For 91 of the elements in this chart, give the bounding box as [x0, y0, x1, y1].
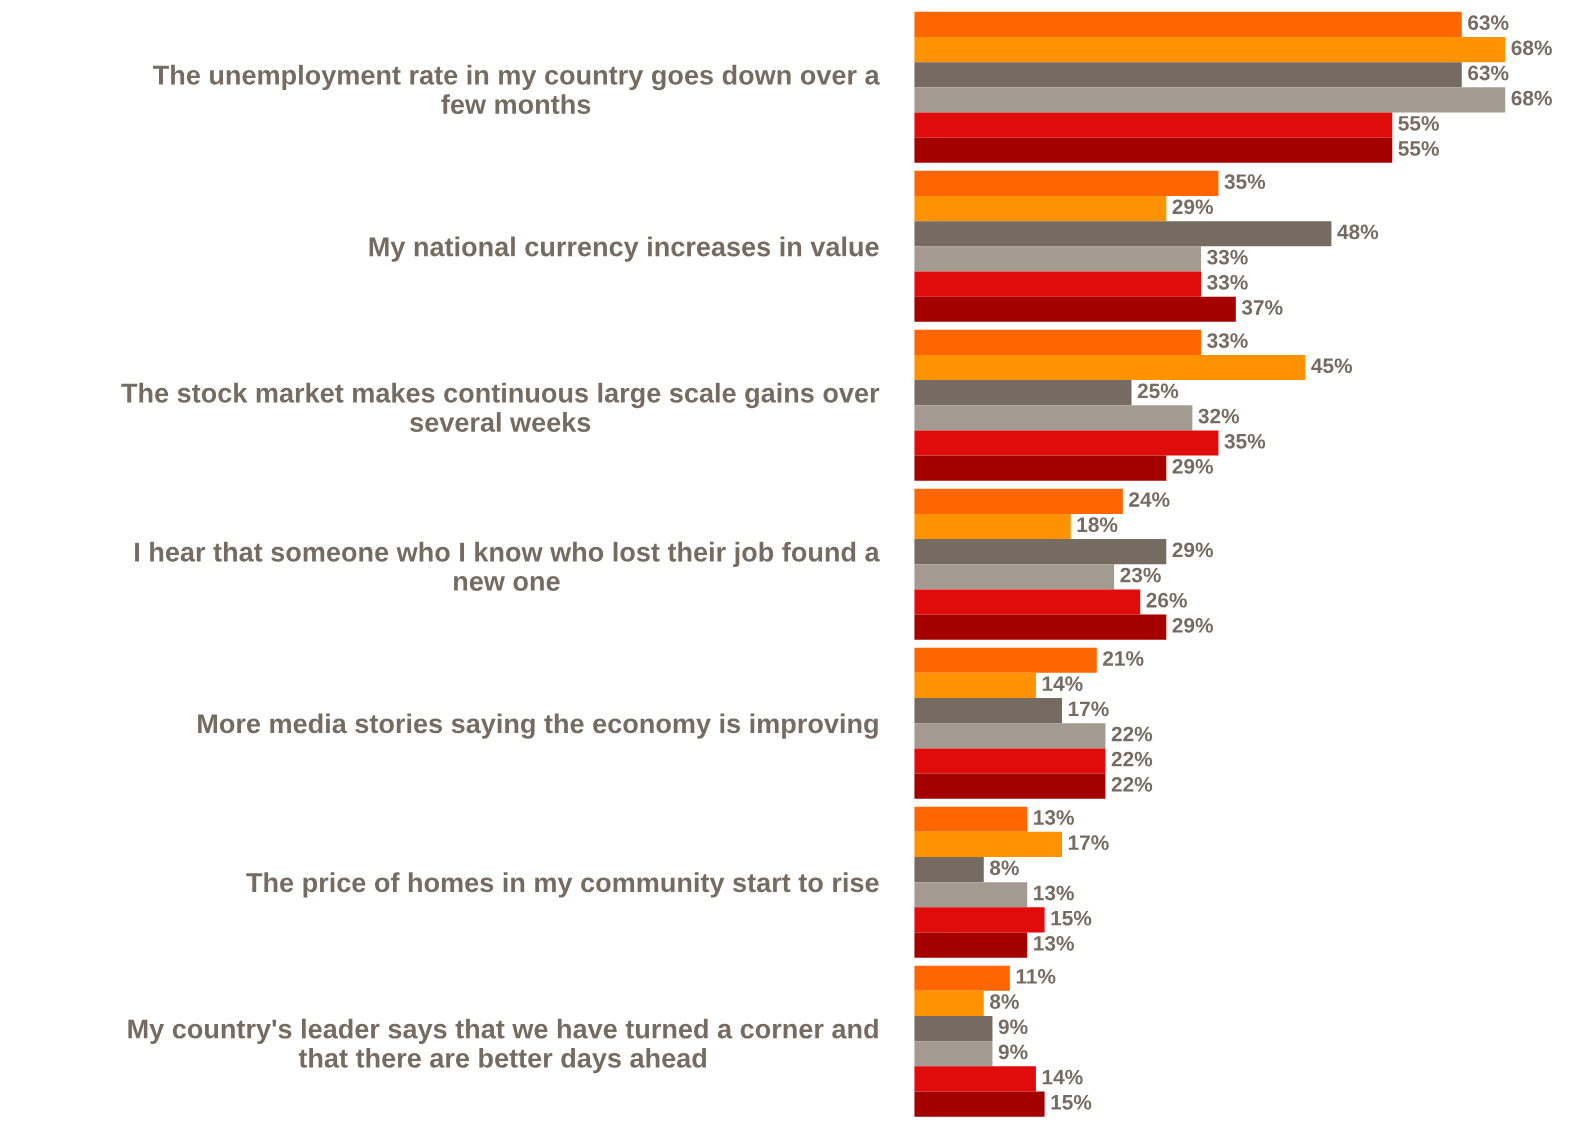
bar [914, 831, 1062, 858]
bar [914, 246, 1202, 272]
data-label: 33% [1207, 333, 1248, 348]
data-label: 35% [1224, 433, 1266, 449]
bar [914, 1091, 1045, 1117]
bar [914, 87, 1506, 113]
bar [914, 221, 1332, 247]
bar [914, 170, 1219, 196]
y-tick-label: The unemployment rate in my country goes down over a few months [153, 64, 880, 115]
bar [914, 748, 1106, 774]
data-label: 55% [1398, 141, 1439, 156]
bar [914, 11, 1462, 38]
data-label: 13% [1034, 885, 1074, 901]
data-label: 23% [1120, 567, 1161, 583]
data-label: 25% [1137, 383, 1179, 399]
bar [914, 112, 1393, 138]
data-label: 22% [1111, 726, 1153, 742]
bar [914, 430, 1219, 456]
data-label: 29% [1172, 459, 1213, 474]
bar [914, 296, 1236, 322]
y-tick-label: My national currency increases in value [369, 236, 879, 262]
data-label: 48% [1337, 224, 1379, 240]
data-label: 63% [1468, 65, 1509, 81]
data-label: 17% [1068, 835, 1109, 850]
data-label: 15% [1051, 910, 1092, 926]
bar [914, 564, 1115, 590]
data-label: 17% [1068, 701, 1109, 717]
bar [914, 488, 1123, 514]
bar [914, 62, 1462, 88]
bar [914, 271, 1202, 297]
data-label: 24% [1129, 492, 1170, 507]
bar [914, 1041, 993, 1067]
data-label: 35% [1224, 174, 1266, 190]
bar [914, 539, 1167, 565]
data-label: 68% [1511, 40, 1552, 56]
bar [914, 329, 1202, 355]
data-label: 32% [1198, 408, 1240, 424]
bar [914, 857, 984, 883]
bar [914, 354, 1306, 381]
data-label: 29% [1172, 542, 1213, 558]
bar [914, 589, 1141, 615]
data-label: 68% [1511, 90, 1552, 106]
data-label: 9% [998, 1019, 1028, 1035]
bar [914, 37, 1506, 63]
bar [914, 614, 1167, 640]
bar [914, 723, 1106, 749]
data-label: 22% [1111, 751, 1153, 767]
data-label: 33% [1207, 274, 1248, 290]
bar [914, 647, 1097, 673]
bar [914, 137, 1393, 163]
bar [914, 907, 1045, 933]
data-label: 18% [1077, 517, 1118, 533]
y-tick-label: The stock market makes continuous large scale gains over several weeks [121, 382, 880, 432]
y-tick-label: My country's leader says that we have turned a corner and that there are better days ahead [128, 1018, 878, 1074]
data-label: 26% [1146, 592, 1187, 608]
bar [914, 1015, 993, 1042]
data-label: 8% [989, 860, 1019, 876]
bar [914, 773, 1106, 799]
y-tick-label: More media stories saying the economy is improving [198, 713, 878, 739]
data-label: 15% [1051, 1094, 1092, 1110]
bar [914, 195, 1167, 222]
data-label: 22% [1111, 776, 1153, 792]
data-label: 13% [1034, 810, 1074, 825]
data-label: 14% [1042, 676, 1083, 692]
bar [914, 990, 984, 1016]
data-label: 14% [1042, 1069, 1083, 1085]
bar [914, 380, 1132, 406]
bar [914, 932, 1028, 958]
data-label: 21% [1103, 651, 1144, 666]
bar [914, 806, 1028, 832]
data-label: 45% [1311, 358, 1353, 374]
bar [914, 672, 1036, 699]
data-label: 55% [1398, 116, 1439, 131]
data-label: 37% [1241, 300, 1283, 315]
data-label: 13% [1034, 935, 1074, 951]
y-tick-label: I hear that someone who I know who lost their job found a new one [135, 541, 880, 591]
bar [914, 513, 1071, 540]
bar [914, 882, 1028, 908]
data-label: 29% [1172, 199, 1213, 215]
bar [914, 405, 1193, 431]
y-tick-label: The price of homes in my community start to rise [246, 872, 879, 898]
data-label: 8% [989, 994, 1019, 1009]
data-label: 33% [1207, 249, 1248, 265]
bar [914, 698, 1062, 724]
data-label: 63% [1468, 15, 1509, 31]
data-label: 11% [1016, 969, 1056, 984]
bar [914, 965, 1010, 991]
data-label: 29% [1172, 618, 1213, 633]
bar [914, 1066, 1036, 1092]
bar [914, 455, 1167, 481]
data-label: 9% [998, 1044, 1028, 1060]
